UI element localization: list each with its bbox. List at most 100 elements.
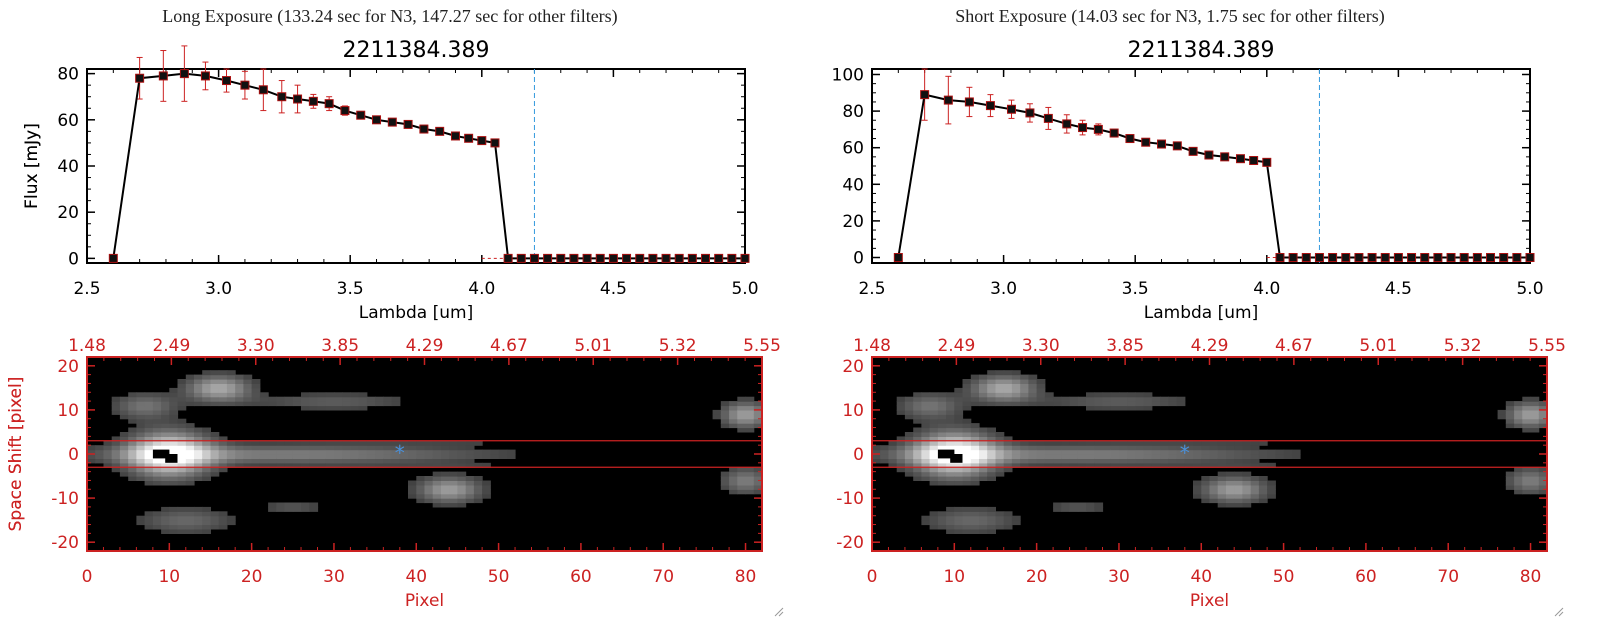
image-pixel [1201,476,1211,481]
image-pixel [350,405,360,411]
image-pixel [292,401,302,407]
image-pixel [987,515,996,521]
image-pixel [416,462,426,468]
image-pixel [913,467,922,473]
image-pixel [1069,506,1079,512]
image-pixel [243,396,253,402]
image-pixel [1143,454,1153,459]
resize-grip-icon[interactable] [1552,605,1564,617]
image-pixel [1143,445,1153,451]
image-pixel [1226,462,1235,468]
image-pixel [962,449,972,455]
image-pixel [119,436,129,442]
image-pixel [218,370,228,376]
image-pixel [1217,484,1227,490]
image-pixel [979,387,988,393]
image-pixel [913,440,922,446]
image-pixel [1151,445,1161,451]
image-pixel [745,467,755,473]
image-pixel [987,454,996,459]
image-pixel [161,462,170,468]
data-point [240,80,250,90]
image-pixel [416,498,426,504]
y-axis-label: Flux [mJy] [22,123,42,209]
image-pixel [1242,476,1252,481]
image-pixel [366,445,376,451]
image-pixel [342,401,351,407]
image-pixel [243,445,253,451]
data-point [714,253,724,263]
data-point [1433,253,1443,263]
image-pixel [128,462,137,468]
image-pixel [1176,449,1186,455]
image-pixel [128,409,137,415]
image-pixel [498,454,508,459]
image-pixel [358,445,368,451]
image-pixel [937,392,947,398]
image-pixel [1209,462,1219,468]
image-pixel [979,511,988,517]
image-pixel [95,458,104,464]
image-pixel [979,449,988,455]
image-pixel [1234,458,1243,464]
image-pixel [970,401,980,407]
image-pixel [1250,484,1260,490]
image-pixel [921,427,931,433]
image-pixel [95,445,104,451]
bad-pixel [165,454,178,463]
image-pixel [111,458,121,464]
image-pixel [1209,440,1219,446]
image-pixel [1102,396,1112,402]
image-pixel [1003,396,1013,402]
image-pixel [753,476,763,481]
image-pixel [202,458,211,464]
image-pixel [169,480,179,486]
image-pixel [987,374,996,380]
data-point [943,95,953,105]
image-pixel [1110,462,1120,468]
image-pixel [375,401,384,407]
image-pixel [334,392,343,398]
image-pixel [720,423,730,429]
image-pixel [962,440,972,446]
image-pixel [366,458,376,464]
image-pixel [1226,471,1235,477]
image-pixel [1201,489,1211,495]
image-pixel [946,414,955,420]
image-pixel [745,401,755,407]
data-point [1341,253,1351,263]
image-pixel [954,405,964,411]
image-pixel [929,458,939,464]
image-pixel [1209,458,1219,464]
image-pixel [1530,427,1540,433]
image-pixel [1168,440,1178,446]
x-tick-label: 3.0 [205,279,232,299]
image-pixel [987,529,996,534]
image-pixel [1143,462,1153,468]
image-pixel [937,427,947,433]
image-pixel [979,506,988,512]
data-point [635,253,645,263]
image-pixel [366,401,376,407]
data-point [1109,128,1119,138]
image-pixel [144,414,154,420]
image-pixel [1143,405,1153,411]
image-pixel [1053,454,1062,459]
image-pixel [177,440,187,446]
image-pixel [177,506,187,512]
image-pixel [161,467,170,473]
image-pixel [921,396,931,402]
image-pixel [1110,401,1120,407]
image-pixel [292,458,302,464]
image-pixel [1135,458,1145,464]
image-pixel [1184,454,1194,459]
image-pixel [210,524,220,530]
resize-grip-icon[interactable] [772,605,784,617]
image-pixel [243,383,253,389]
image-pixel [1011,401,1021,407]
image-pixel [954,440,964,446]
image-pixel [954,387,964,393]
image-pixel [962,427,972,433]
image-pixel [962,524,972,530]
image-pixel [962,515,972,521]
